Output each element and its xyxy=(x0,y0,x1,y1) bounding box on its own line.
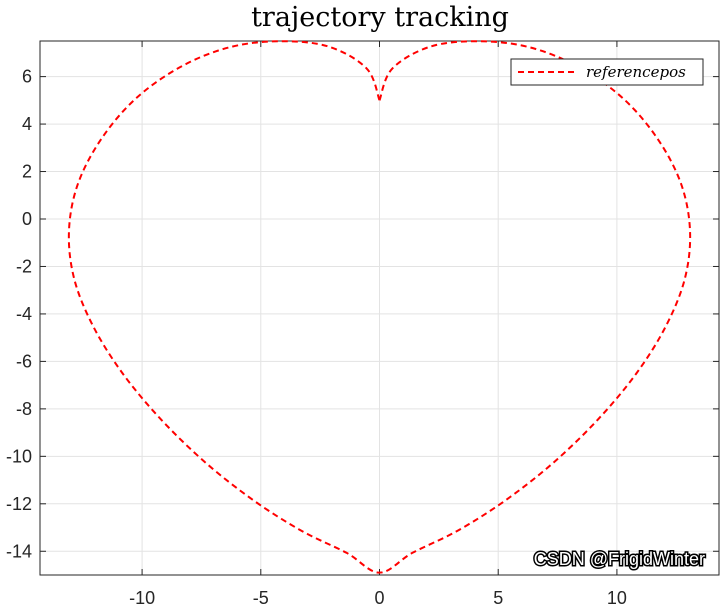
y-tick-label: 0 xyxy=(22,209,32,229)
y-tick-label: 4 xyxy=(22,114,32,134)
y-tick-label: 6 xyxy=(22,67,32,87)
watermark: CSDN @FrigidWinter xyxy=(534,549,705,569)
y-axis: 6 4 2 0 -2 -4 -6 -8 -10 -12 -14 xyxy=(6,67,719,561)
legend-label: referencepos xyxy=(586,63,686,81)
chart-title: trajectory tracking xyxy=(251,2,509,33)
legend: referencepos xyxy=(510,58,704,86)
series-line xyxy=(67,40,692,574)
x-tick-label: 10 xyxy=(607,588,627,608)
x-tick-label: 5 xyxy=(493,588,503,608)
y-tick-label: -6 xyxy=(16,351,32,371)
x-tick-label: 0 xyxy=(374,588,384,608)
x-tick-label: -10 xyxy=(129,588,155,608)
y-tick-label: -2 xyxy=(16,256,32,276)
grid xyxy=(40,41,719,575)
y-tick-label: 2 xyxy=(22,162,32,182)
x-axis: -10 -5 0 5 10 xyxy=(129,41,627,608)
y-tick-label: -10 xyxy=(6,446,32,466)
x-tick-label: -5 xyxy=(253,588,269,608)
y-tick-label: -8 xyxy=(16,399,32,419)
y-tick-label: -4 xyxy=(16,304,32,324)
series-layer xyxy=(67,40,692,574)
y-tick-label: -12 xyxy=(6,494,32,514)
y-tick-label: -14 xyxy=(6,541,32,561)
